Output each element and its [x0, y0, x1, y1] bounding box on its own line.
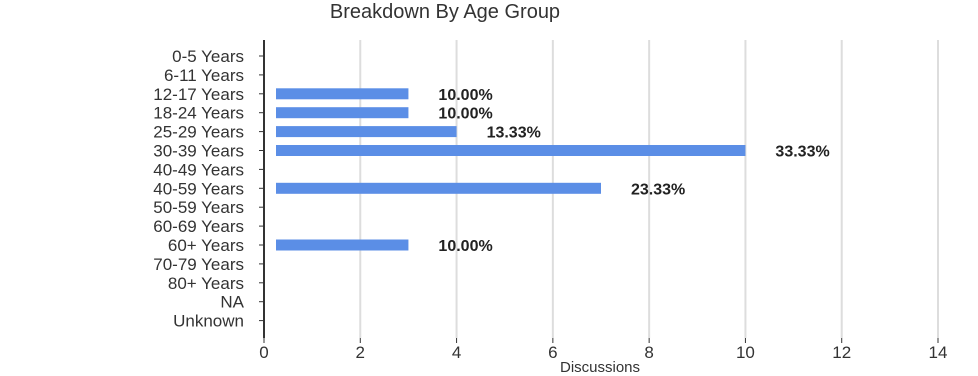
bars	[276, 88, 746, 251]
bar	[276, 88, 409, 100]
x-tick-label: 2	[356, 343, 365, 362]
chart-title: Breakdown By Age Group	[330, 1, 560, 23]
category-label: NA	[220, 293, 244, 312]
x-tick-label: 8	[644, 343, 653, 362]
bar	[276, 182, 601, 194]
x-tick-label: 6	[548, 343, 557, 362]
category-label: 0-5 Years	[172, 47, 244, 66]
bar	[276, 126, 457, 138]
bar	[276, 107, 409, 119]
data-label: 13.33%	[487, 125, 541, 142]
category-label: 25-29 Years	[153, 123, 244, 142]
category-label: 40-59 Years	[153, 179, 244, 198]
category-label: 50-59 Years	[153, 198, 244, 217]
category-label: 60-69 Years	[153, 217, 244, 236]
category-label: Unknown	[173, 312, 244, 331]
category-label: 80+ Years	[168, 274, 244, 293]
data-label: 10.00%	[438, 87, 492, 104]
data-label: 23.33%	[631, 181, 685, 198]
data-label: 33.33%	[775, 144, 829, 161]
category-label: 60+ Years	[168, 236, 244, 255]
x-tick-label: 10	[736, 343, 755, 362]
x-tick-label: 14	[929, 343, 948, 362]
category-label: 6-11 Years	[164, 66, 244, 85]
category-label: 18-24 Years	[153, 104, 244, 123]
data-label: 10.00%	[438, 238, 492, 255]
data-label: 10.00%	[438, 106, 492, 123]
axes	[259, 40, 939, 343]
category-label: 30-39 Years	[153, 142, 244, 161]
category-label: 70-79 Years	[153, 255, 244, 274]
x-axis-title: Discussions	[560, 359, 640, 376]
x-tick-label: 4	[452, 343, 461, 362]
bar	[276, 239, 409, 251]
category-label: 40-49 Years	[153, 160, 244, 179]
x-tick-label: 0	[259, 343, 268, 362]
category-label: 12-17 Years	[153, 85, 244, 104]
bar	[276, 145, 746, 156]
x-tick-label: 12	[832, 343, 851, 362]
